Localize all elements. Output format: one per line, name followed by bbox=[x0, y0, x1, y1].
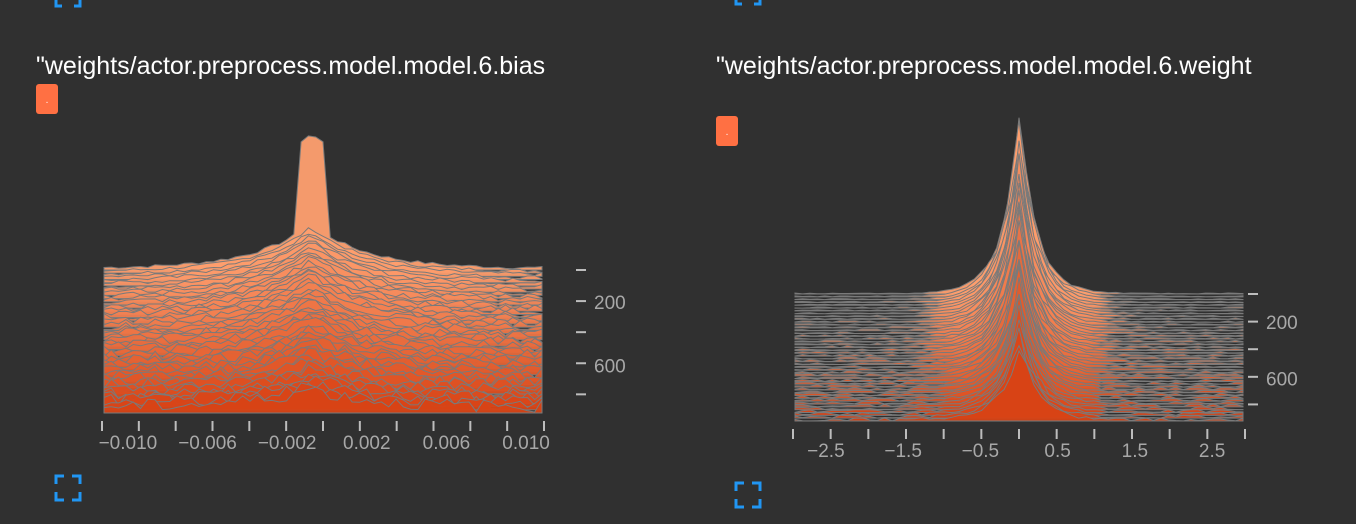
fullscreen-icon[interactable] bbox=[734, 481, 762, 509]
x-tick-label: 0.5 bbox=[1044, 441, 1070, 462]
expand-icon[interactable] bbox=[734, 0, 762, 8]
y-tick-label: 600 bbox=[1266, 370, 1298, 391]
x-tick-label: 1.5 bbox=[1122, 441, 1148, 462]
x-tick-label: −0.010 bbox=[99, 433, 158, 454]
x-axis: −0.010 −0.006 −0.002 0.002 0.006 0.010 bbox=[99, 421, 550, 454]
ridge-slice bbox=[103, 135, 543, 271]
histogram-card-bias: "weights/actor.preprocess.model.model.6.… bbox=[36, 0, 626, 502]
run-color-tag[interactable]: . bbox=[36, 84, 58, 114]
x-tick-label: 0.002 bbox=[343, 433, 391, 454]
card-title: "weights/actor.preprocess.model.model.6.… bbox=[716, 52, 1252, 80]
x-tick-label: −0.5 bbox=[962, 441, 1000, 462]
y-tick-label: 600 bbox=[594, 356, 626, 377]
histogram-chart: −2.5 −1.5 −0.5 0.5 1.5 2.5 200 600 bbox=[792, 117, 1298, 462]
ridge-group bbox=[103, 135, 543, 414]
x-tick-label: 0.006 bbox=[423, 433, 471, 454]
histogram-chart: −0.010 −0.006 −0.002 0.002 0.006 0.010 200 600 bbox=[99, 135, 626, 454]
ridge-slice bbox=[103, 386, 543, 414]
fullscreen-icon[interactable] bbox=[54, 474, 82, 502]
x-axis: −2.5 −1.5 −0.5 0.5 1.5 2.5 bbox=[792, 429, 1246, 462]
x-tick-label: −1.5 bbox=[884, 441, 922, 462]
histogram-card-weight: "weights/actor.preprocess.model.model.6.… bbox=[680, 0, 1356, 524]
expand-icon[interactable] bbox=[54, 0, 82, 10]
ridge-slice bbox=[794, 349, 1244, 422]
y-axis: 200 600 bbox=[576, 269, 626, 396]
x-tick-label: −0.002 bbox=[258, 433, 317, 454]
y-axis: 200 600 bbox=[1248, 293, 1298, 406]
x-tick-label: −2.5 bbox=[807, 441, 845, 462]
card-title: "weights/actor.preprocess.model.model.6.… bbox=[36, 52, 546, 80]
x-tick-label: −0.006 bbox=[178, 433, 237, 454]
y-tick-label: 200 bbox=[1266, 313, 1298, 334]
x-tick-label: 0.010 bbox=[502, 433, 550, 454]
x-tick-label: 2.5 bbox=[1199, 441, 1225, 462]
ridge-group bbox=[794, 117, 1244, 422]
run-color-tag[interactable]: . bbox=[716, 116, 738, 146]
y-tick-label: 200 bbox=[594, 293, 626, 314]
